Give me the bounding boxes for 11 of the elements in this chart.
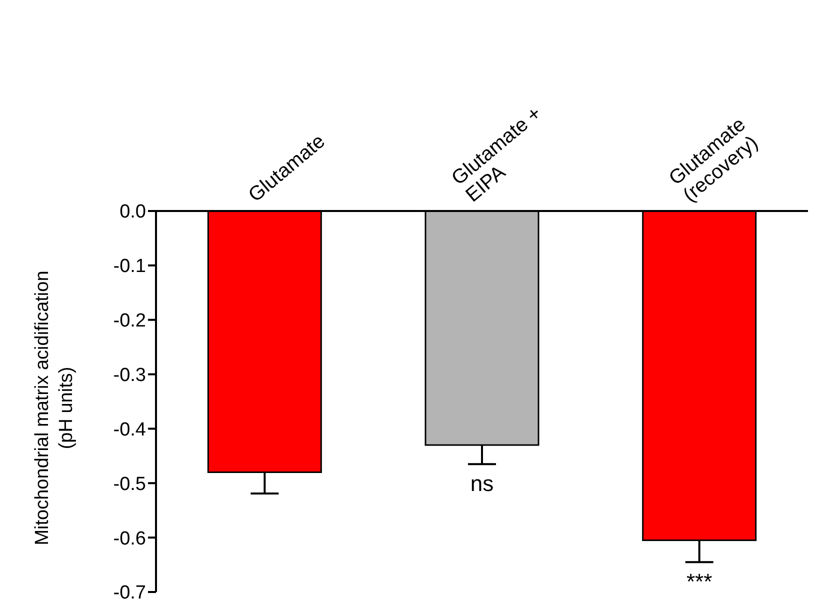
y-tick-label: -0.4 [113,419,146,440]
y-tick-label: -0.7 [113,582,146,604]
annotation: ns [470,470,494,496]
y-tick-label: -0.3 [113,365,146,386]
annotation: *** [686,568,713,594]
y-axis-title: Mitochondrial matrix acidification (pH units) [32,270,77,546]
y-tick-label: 0.0 [120,202,146,223]
y-tick-label: -0.5 [113,474,146,495]
y-tick-label: -0.1 [113,256,146,278]
y-tick-label: -0.6 [113,528,146,550]
y-tick-label: -0.2 [113,310,146,332]
